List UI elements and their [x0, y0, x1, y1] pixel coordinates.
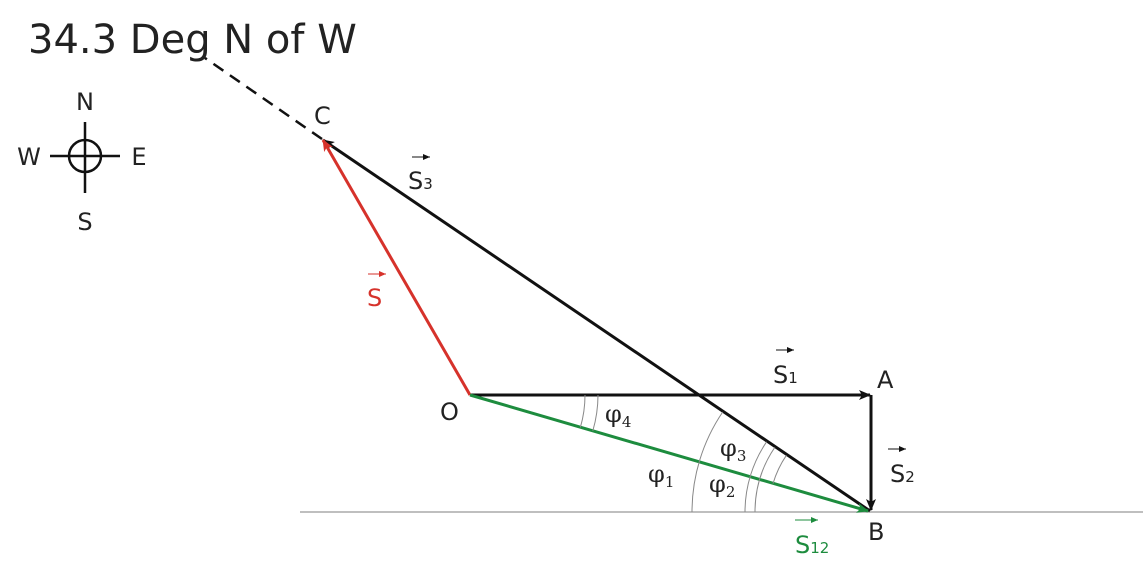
vector-s12-label: S12 — [795, 517, 829, 559]
point-o-label: O — [440, 398, 459, 426]
angle-phi3-arc — [772, 455, 787, 484]
vector-s-arrow — [321, 139, 472, 396]
svg-text:S1: S1 — [773, 361, 798, 389]
compass-north-label: N — [76, 88, 94, 116]
vector-s2-label: S2 — [888, 446, 915, 488]
point-b-label: B — [868, 518, 884, 546]
compass-east-label: E — [131, 143, 146, 171]
svg-text:S: S — [367, 284, 382, 312]
svg-text:S12: S12 — [795, 531, 829, 559]
vector-s1-label: S1 — [773, 347, 798, 389]
compass-icon — [50, 122, 120, 193]
angle-phi3-label: φ3 — [720, 434, 746, 465]
svg-text:S3: S3 — [408, 167, 433, 195]
angle-phi4-arc-inner — [579, 394, 586, 428]
angle-phi2-arc-outer — [744, 441, 768, 513]
vector-s3-arrow — [322, 138, 871, 513]
angle-phi2-arc-inner — [754, 447, 776, 513]
vector-s-label: S — [367, 271, 386, 312]
angle-phi4-arc-outer — [592, 394, 599, 432]
compass-south-label: S — [77, 208, 92, 236]
direction-extension-dashed-line — [204, 56, 323, 141]
vector-s12-arrow — [469, 393, 869, 513]
angle-phi1-label: φ1 — [648, 460, 674, 491]
angle-phi2-label: φ2 — [709, 470, 735, 501]
compass-west-label: W — [17, 143, 41, 171]
angle-phi1-arc — [691, 411, 724, 513]
point-c-label: C — [314, 102, 331, 130]
vector-s3-label: S3 — [408, 154, 433, 195]
svg-text:S2: S2 — [890, 460, 915, 488]
point-a-label: A — [877, 366, 894, 394]
angle-phi4-label: φ4 — [605, 400, 631, 431]
direction-title: 34.3 Deg N of W — [28, 17, 357, 63]
